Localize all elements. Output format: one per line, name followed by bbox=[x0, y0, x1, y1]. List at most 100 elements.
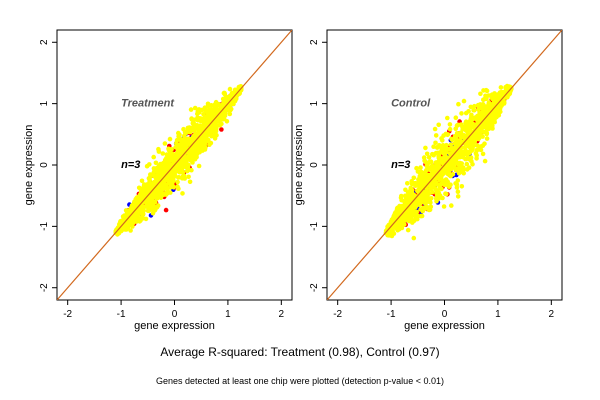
data-point bbox=[417, 174, 423, 179]
data-point bbox=[156, 149, 162, 154]
data-point bbox=[418, 213, 424, 219]
data-point bbox=[445, 171, 450, 176]
identity-line bbox=[327, 30, 562, 300]
data-point bbox=[453, 115, 459, 120]
data-point bbox=[450, 159, 456, 164]
y-tick-label: 0 bbox=[39, 162, 50, 168]
data-point bbox=[470, 145, 475, 151]
data-point bbox=[415, 188, 420, 194]
data-point bbox=[200, 116, 206, 122]
data-point bbox=[169, 169, 175, 174]
data-point bbox=[184, 159, 189, 165]
data-point bbox=[405, 227, 411, 233]
data-point bbox=[141, 182, 147, 187]
data-point bbox=[418, 165, 423, 170]
data-point bbox=[219, 121, 224, 127]
data-point bbox=[162, 167, 167, 173]
data-point bbox=[474, 153, 480, 158]
x-tick-label: -1 bbox=[387, 309, 396, 320]
data-point bbox=[212, 136, 218, 141]
data-point bbox=[187, 179, 193, 185]
data-point bbox=[227, 103, 232, 108]
data-point bbox=[408, 205, 414, 210]
data-point bbox=[468, 104, 474, 110]
data-point bbox=[145, 203, 151, 209]
data-point bbox=[175, 165, 181, 171]
data-point bbox=[394, 210, 400, 215]
data-point bbox=[468, 120, 473, 126]
data-point bbox=[438, 144, 444, 150]
data-point bbox=[456, 122, 461, 128]
data-point bbox=[422, 170, 427, 176]
data-point bbox=[432, 126, 438, 132]
data-point bbox=[481, 88, 486, 93]
data-point bbox=[207, 131, 213, 137]
data-point bbox=[480, 120, 485, 125]
data-point bbox=[426, 155, 432, 160]
data-point bbox=[441, 150, 446, 156]
data-point bbox=[151, 154, 156, 160]
data-point bbox=[461, 170, 467, 176]
data-point bbox=[190, 148, 195, 153]
data-point bbox=[147, 177, 152, 183]
data-point bbox=[428, 175, 433, 180]
data-point bbox=[436, 196, 442, 201]
data-point bbox=[494, 94, 500, 99]
data-point bbox=[484, 120, 490, 125]
data-point bbox=[481, 104, 486, 109]
data-point bbox=[488, 105, 494, 110]
data-point bbox=[409, 179, 415, 184]
data-point bbox=[207, 121, 212, 126]
data-point bbox=[413, 216, 419, 221]
data-point bbox=[425, 199, 431, 204]
data-point bbox=[446, 163, 452, 168]
data-point bbox=[399, 225, 405, 231]
data-point bbox=[201, 135, 207, 141]
data-point bbox=[408, 187, 414, 192]
data-point bbox=[208, 127, 213, 133]
y-tick-label: 1 bbox=[39, 100, 50, 106]
data-point bbox=[447, 122, 453, 127]
data-point bbox=[464, 161, 470, 167]
data-point bbox=[413, 203, 419, 209]
data-point bbox=[490, 126, 495, 131]
data-point bbox=[145, 208, 151, 214]
data-point bbox=[456, 167, 461, 173]
data-point bbox=[454, 185, 460, 190]
data-point bbox=[167, 181, 172, 186]
data-point bbox=[196, 163, 202, 169]
x-tick-label: -1 bbox=[117, 309, 126, 320]
r-squared-summary: Average R-squared: Treatment (0.98), Con… bbox=[160, 345, 439, 359]
data-point bbox=[157, 180, 163, 186]
data-point bbox=[479, 125, 485, 130]
x-tick-label: 2 bbox=[279, 309, 285, 320]
data-point bbox=[153, 160, 159, 166]
data-point bbox=[433, 133, 439, 138]
data-point bbox=[169, 146, 174, 152]
data-point bbox=[477, 113, 483, 118]
data-point bbox=[198, 124, 203, 129]
data-point bbox=[490, 113, 495, 119]
data-point bbox=[197, 149, 202, 155]
y-tick-label: 1 bbox=[309, 100, 320, 106]
data-point bbox=[190, 125, 196, 130]
data-point bbox=[184, 143, 189, 149]
data-point bbox=[155, 203, 161, 208]
data-point bbox=[433, 140, 438, 146]
data-point bbox=[141, 191, 147, 197]
data-point bbox=[174, 137, 180, 143]
data-point bbox=[420, 199, 426, 204]
data-point bbox=[209, 106, 214, 112]
data-point bbox=[455, 189, 461, 194]
data-point bbox=[424, 151, 430, 157]
data-point bbox=[175, 179, 180, 185]
y-tick-label: -1 bbox=[309, 221, 320, 230]
data-point bbox=[459, 184, 465, 189]
data-point bbox=[390, 231, 395, 236]
data-point bbox=[149, 184, 154, 189]
data-point bbox=[394, 223, 400, 229]
data-point bbox=[177, 132, 182, 137]
data-point bbox=[428, 204, 434, 210]
data-point bbox=[133, 196, 139, 202]
data-point bbox=[395, 205, 400, 211]
